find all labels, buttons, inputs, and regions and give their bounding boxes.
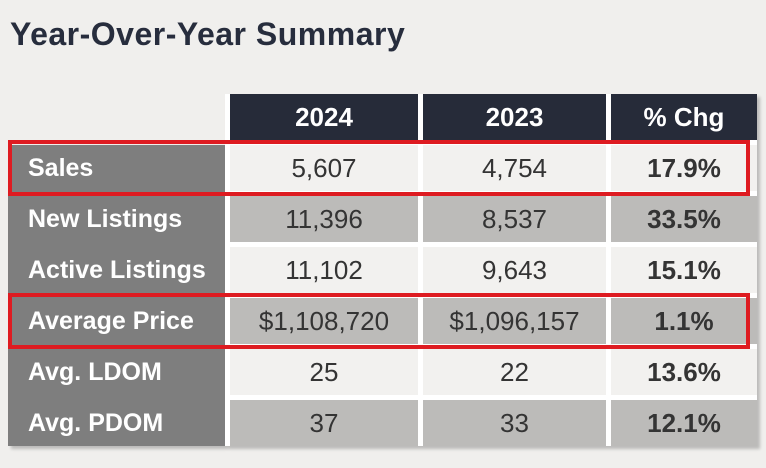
row-label-active-listings: Active Listings [28,256,206,284]
metric-label-column: Sales New Listings Active Listings Avera… [8,145,225,446]
value-grid: 2024 2023 % Chg 5,607 4,754 17.9% 11,396… [225,94,757,446]
cell-average-price-2024: $1,108,720 [230,298,418,344]
yoy-summary-table: Sales New Listings Active Listings Avera… [8,94,757,446]
row-label-new-listings: New Listings [28,205,183,233]
column-header-pct-chg: % Chg [611,94,757,140]
row-label-avg-ldom: Avg. LDOM [28,358,162,386]
cell-average-price-2023: $1,096,157 [423,298,606,344]
cell-active-listings-2024: 11,102 [230,247,418,293]
row-label-avg-pdom: Avg. PDOM [28,409,164,437]
cell-avg-ldom-chg: 13.6% [611,349,757,395]
cell-avg-pdom-2024: 37 [230,400,418,446]
cell-avg-ldom-2023: 22 [423,349,606,395]
cell-sales-2023: 4,754 [423,145,606,191]
cell-sales-chg: 17.9% [611,145,757,191]
cell-new-listings-2024: 11,396 [230,196,418,242]
cell-avg-pdom-2023: 33 [423,400,606,446]
cell-average-price-chg: 1.1% [611,298,757,344]
column-header-2024: 2024 [230,94,418,140]
row-label-sales: Sales [28,154,94,182]
page-title: Year-Over-Year Summary [10,16,406,52]
cell-active-listings-chg: 15.1% [611,247,757,293]
cell-new-listings-2023: 8,537 [423,196,606,242]
cell-avg-pdom-chg: 12.1% [611,400,757,446]
cell-sales-2024: 5,607 [230,145,418,191]
column-header-2023: 2023 [423,94,606,140]
cell-active-listings-2023: 9,643 [423,247,606,293]
cell-new-listings-chg: 33.5% [611,196,757,242]
cell-avg-ldom-2024: 25 [230,349,418,395]
row-label-average-price: Average Price [28,307,194,335]
